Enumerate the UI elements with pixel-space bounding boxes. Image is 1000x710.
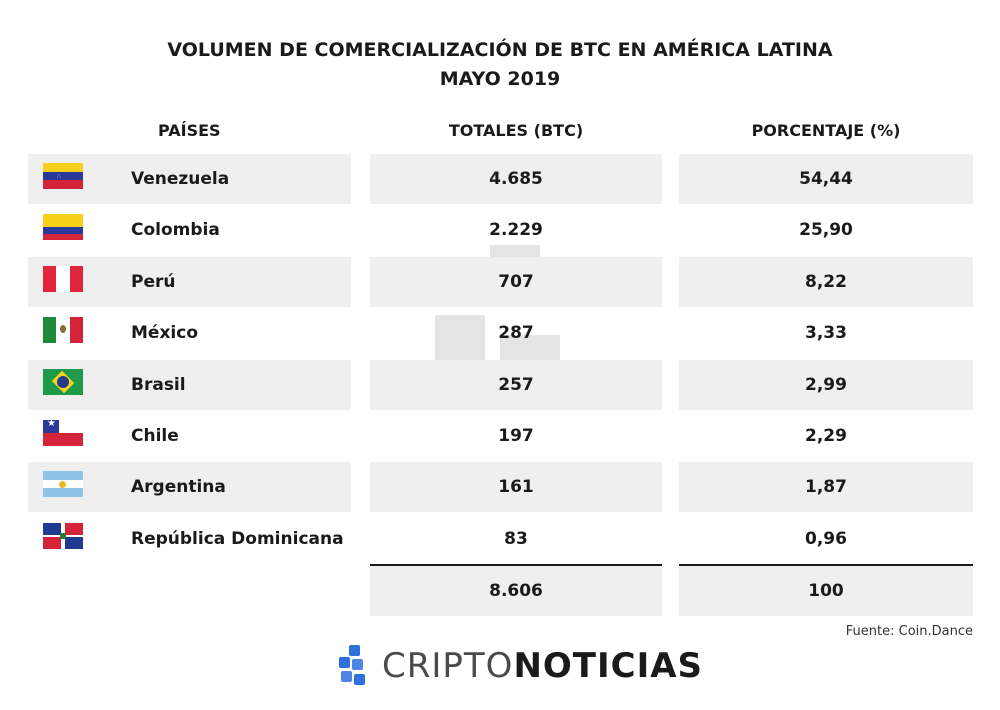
source-note: Fuente: Coin.Dance: [845, 624, 973, 639]
mexico-flag-icon: [43, 317, 83, 343]
percent-value: 2,29: [805, 426, 847, 446]
venezuela-flag-icon: ∴: [43, 163, 83, 189]
total-btc-value: 287: [498, 323, 534, 343]
cryptonoticias-logo: CRIPTONOTICIAS: [336, 640, 702, 692]
totals-divider-totals: [370, 564, 662, 566]
total-btc-value: 161: [498, 477, 534, 497]
total-btc-value: 2.229: [489, 220, 543, 240]
total-btc-value: 197: [498, 426, 534, 446]
argentina-flag-icon: [43, 471, 83, 497]
row-bg-percent: [679, 257, 973, 307]
colombia-flag-icon: [43, 214, 83, 240]
title-line-1: VOLUMEN DE COMERCIALIZACIÓN DE BTC EN AM…: [167, 39, 833, 61]
percent-value: 8,22: [805, 272, 847, 292]
totals-row-total: 8.606: [489, 581, 543, 601]
percent-value: 1,87: [805, 477, 847, 497]
peru-flag-icon: [43, 266, 83, 292]
country-name: Venezuela: [131, 169, 230, 189]
percent-value: 2,99: [805, 375, 847, 395]
country-name: Colombia: [131, 220, 220, 240]
totals-row-bg-totals: [370, 566, 662, 616]
dominican-republic-flag-icon: [43, 523, 83, 549]
row-bg-total: [370, 154, 662, 204]
row-bg-total: [370, 462, 662, 512]
row-bg-percent: [679, 462, 973, 512]
percent-value: 0,96: [805, 529, 847, 549]
brazil-flag-icon: [43, 369, 83, 395]
country-name: México: [131, 323, 198, 343]
total-btc-value: 83: [504, 529, 528, 549]
country-name: República Dominicana: [131, 529, 344, 549]
chart-title: VOLUMEN DE COMERCIALIZACIÓN DE BTC EN AM…: [0, 36, 1000, 94]
country-name: Perú: [131, 272, 176, 292]
row-bg-percent: [679, 154, 973, 204]
logo-text-cripto: CRIPTO: [382, 646, 514, 686]
country-name: Chile: [131, 426, 179, 446]
country-name: Argentina: [131, 477, 226, 497]
total-btc-value: 4.685: [489, 169, 543, 189]
title-line-2: MAYO 2019: [439, 68, 561, 90]
totals-row-percent: 100: [808, 581, 844, 601]
percent-value: 54,44: [799, 169, 853, 189]
percent-value: 25,90: [799, 220, 853, 240]
percent-value: 3,33: [805, 323, 847, 343]
country-name: Brasil: [131, 375, 186, 395]
totals-row-bg-percent: [679, 566, 973, 616]
total-btc-value: 707: [498, 272, 534, 292]
logo-wordmark: CRIPTONOTICIAS: [382, 646, 703, 686]
logo-cubes-icon: [339, 645, 365, 685]
totals-divider-percent: [679, 564, 973, 566]
logo-text-noticias: NOTICIAS: [513, 646, 704, 686]
total-btc-value: 257: [498, 375, 534, 395]
chile-flag-icon: ★: [43, 420, 83, 446]
row-bg-total: [370, 257, 662, 307]
column-header-totals: TOTALES (BTC): [448, 121, 584, 140]
column-header-countries: PAÍSES: [158, 121, 221, 140]
row-bg-total: [370, 360, 662, 410]
row-bg-percent: [679, 360, 973, 410]
column-header-percent: PORCENTAJE (%): [751, 121, 901, 140]
